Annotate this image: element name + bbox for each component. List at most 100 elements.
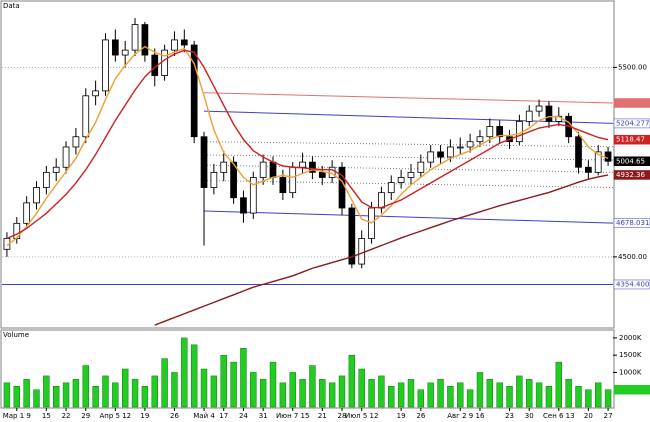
y-tick-label: 1000K	[619, 368, 642, 376]
candle-body	[535, 105, 543, 112]
price-tag	[613, 98, 650, 108]
volume-bar	[437, 379, 444, 408]
candle-body	[447, 146, 454, 158]
volume-bar	[338, 375, 346, 408]
candle-body	[141, 24, 149, 56]
candle-body	[476, 136, 484, 143]
volume-bar	[378, 375, 385, 408]
candle-body	[92, 90, 99, 97]
y-tick-label: 1500K	[619, 351, 642, 359]
volume-bar	[13, 386, 20, 408]
volume-bar	[526, 379, 533, 408]
x-tick-label: 23	[505, 412, 514, 420]
volume-bar	[72, 379, 80, 408]
volume-bar	[102, 375, 109, 408]
candle-body	[397, 177, 405, 183]
price-tag-label: 5004.65	[616, 157, 645, 165]
price-tag-label: 4678.0316	[616, 219, 650, 227]
candle-body	[200, 136, 208, 188]
volume-bar	[565, 379, 572, 408]
candle-body	[131, 24, 139, 51]
candle-body	[545, 105, 553, 122]
candle-body	[575, 136, 582, 168]
volume-bar	[82, 365, 89, 408]
candle-body	[466, 141, 474, 148]
x-tick-label: 20	[584, 412, 593, 420]
candle-body	[102, 39, 109, 92]
candle-body	[496, 126, 504, 138]
candle-body	[417, 161, 425, 173]
candle-body	[318, 171, 326, 178]
candle-body	[33, 187, 40, 204]
trend-line	[204, 164, 614, 173]
candle-body	[456, 146, 464, 149]
x-tick-label: 31	[259, 412, 268, 420]
candle-body	[171, 39, 178, 51]
candle-body	[121, 49, 129, 56]
volume-bar	[131, 379, 139, 408]
volume-bar	[190, 344, 198, 408]
x-tick-label: 26	[416, 412, 425, 420]
candle-body	[180, 39, 188, 46]
volume-panel-title: Volume	[3, 331, 29, 339]
candle-body	[604, 151, 612, 162]
volume-bar	[368, 379, 375, 408]
x-tick-label: 29	[81, 412, 90, 420]
volume-bar	[555, 361, 563, 408]
volume-bar	[299, 379, 306, 408]
trend-line	[204, 210, 614, 224]
x-tick-label: 19	[140, 412, 149, 420]
y-tick-label: 5500.00	[618, 63, 647, 71]
y-tick-label: 4500.00	[618, 253, 647, 261]
candle-body	[190, 44, 198, 138]
trend-line	[204, 180, 614, 189]
volume-bar	[585, 389, 592, 408]
candle-body	[516, 120, 523, 143]
candle-body	[62, 146, 70, 168]
volume-bar	[476, 372, 484, 408]
volume-bar	[62, 382, 70, 408]
volume-bar	[506, 386, 513, 408]
x-tick-label: 28	[338, 412, 347, 420]
candle-body	[358, 238, 366, 265]
volume-bar	[3, 382, 11, 408]
candle-body	[585, 166, 592, 173]
x-tick-label: Сен 6 13	[543, 412, 575, 420]
x-tick-label: Авг 2 9	[447, 412, 473, 420]
candle-body	[486, 126, 494, 138]
candle-body	[210, 171, 218, 188]
x-tick-label: Июн 7 15	[276, 412, 310, 420]
price-tag-label: 4354.4000	[616, 280, 650, 288]
volume-bar	[250, 372, 257, 408]
volume-frame	[0, 329, 615, 409]
candle-body	[249, 177, 257, 214]
x-tick-label: 19	[397, 412, 406, 420]
candle-body	[378, 192, 385, 209]
volume-bar	[348, 354, 356, 408]
candle-body	[269, 161, 277, 178]
candle-body	[348, 207, 356, 265]
volume-bar	[407, 379, 415, 408]
candle-body	[525, 110, 533, 122]
volume-bar	[33, 389, 40, 408]
volume-bar	[516, 375, 523, 408]
volume-bar	[486, 379, 494, 408]
volume-bar	[457, 382, 464, 408]
volume-bar	[141, 386, 149, 408]
volume-bar	[447, 386, 454, 408]
x-tick-label: 26	[170, 412, 179, 420]
candle-body	[594, 151, 602, 173]
volume-bar	[240, 348, 247, 408]
trend-line	[204, 110, 614, 124]
price-tag-label: 5204.2772	[616, 119, 650, 127]
price-tag	[613, 170, 650, 180]
x-tick-label: 15	[42, 412, 51, 420]
candle-body	[82, 95, 90, 138]
candle-body	[259, 161, 267, 178]
x-tick-label: 30	[525, 412, 534, 420]
candle-body	[111, 39, 119, 56]
candle-body	[72, 136, 80, 148]
candle-body	[309, 161, 316, 173]
